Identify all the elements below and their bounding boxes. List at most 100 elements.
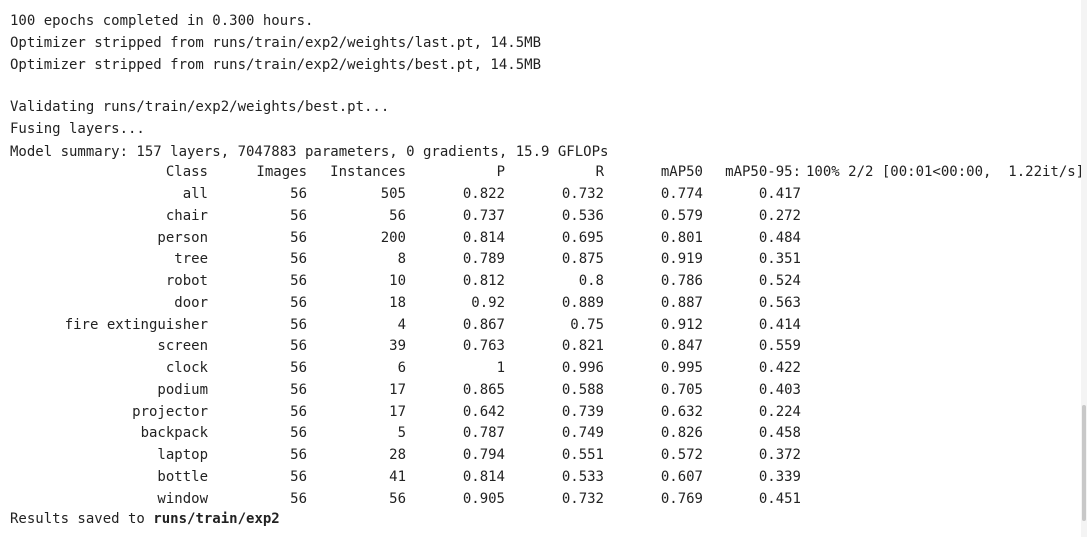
cell-images: 56 bbox=[290, 273, 307, 289]
cell-instances: 56 bbox=[389, 207, 406, 224]
cell-images: 56 bbox=[290, 186, 307, 202]
cell-map50: 0.912 bbox=[660, 316, 703, 333]
log-model-summary: Model summary: 157 layers, 7047883 param… bbox=[10, 144, 609, 160]
cell-instances: 505 bbox=[380, 186, 406, 202]
cell-r: 0.749 bbox=[561, 425, 604, 442]
cell-class: tree bbox=[174, 251, 208, 268]
header-instances: Instances bbox=[330, 164, 406, 180]
log-stripped-best: Optimizer stripped from runs/train/exp2/… bbox=[10, 57, 542, 73]
cell-r: 0.551 bbox=[561, 447, 604, 463]
results-path: runs/train/exp2 bbox=[153, 511, 280, 527]
results-line: Results saved to runs/train/exp2 bbox=[10, 509, 280, 529]
cell-map50: 0.774 bbox=[660, 186, 703, 202]
cell-images: 56 bbox=[290, 468, 307, 485]
table-row: laptop 56 28 0.794 0.551 0.572 0.372 bbox=[0, 445, 1087, 465]
cell-images: 56 bbox=[290, 490, 307, 507]
cell-map50: 0.919 bbox=[660, 251, 703, 268]
cell-class: robot bbox=[165, 273, 208, 289]
cell-p: 0.905 bbox=[462, 490, 505, 507]
cell-p: 0.789 bbox=[462, 251, 505, 268]
cell-p: 0.812 bbox=[462, 273, 505, 289]
cell-class: screen bbox=[157, 338, 208, 355]
cell-class: podium bbox=[157, 381, 208, 398]
cell-map50-95: 0.458 bbox=[758, 425, 801, 442]
cell-instances: 56 bbox=[389, 490, 406, 507]
cell-map50: 0.705 bbox=[660, 381, 703, 398]
cell-instances: 17 bbox=[389, 381, 406, 398]
cell-images: 56 bbox=[290, 251, 307, 268]
cell-class: window bbox=[157, 490, 208, 507]
table-row: clock 56 6 1 0.996 0.995 0.422 bbox=[0, 358, 1087, 378]
cell-images: 56 bbox=[290, 229, 307, 246]
header-r: R bbox=[595, 164, 604, 180]
cell-r: 0.732 bbox=[561, 186, 604, 202]
cell-instances: 17 bbox=[389, 403, 406, 420]
cell-r: 0.533 bbox=[561, 468, 604, 485]
cell-instances: 41 bbox=[389, 468, 406, 485]
cell-p: 0.794 bbox=[462, 447, 505, 463]
log-epochs-line: 100 epochs completed in 0.300 hours. bbox=[10, 13, 314, 29]
cell-class: chair bbox=[165, 207, 208, 224]
cell-map50: 0.887 bbox=[660, 294, 703, 311]
cell-images: 56 bbox=[290, 294, 307, 311]
cell-map50: 0.572 bbox=[660, 447, 703, 463]
cell-instances: 10 bbox=[389, 273, 406, 289]
table-row: person 56 200 0.814 0.695 0.801 0.484 bbox=[0, 228, 1087, 248]
cell-class: backpack bbox=[140, 425, 208, 442]
scrollbar-thumb[interactable] bbox=[1082, 405, 1086, 521]
cell-class: door bbox=[174, 294, 208, 311]
cell-r: 0.695 bbox=[561, 229, 604, 246]
cell-p: 0.763 bbox=[462, 338, 505, 355]
cell-map50-95: 0.417 bbox=[758, 186, 801, 202]
cell-map50-95: 0.484 bbox=[758, 229, 801, 246]
cell-images: 56 bbox=[290, 316, 307, 333]
log-stripped-last: Optimizer stripped from runs/train/exp2/… bbox=[10, 35, 542, 51]
cell-p: 0.92 bbox=[471, 294, 505, 311]
table-row: tree 56 8 0.789 0.875 0.919 0.351 bbox=[0, 249, 1087, 269]
cell-map50-95: 0.372 bbox=[758, 447, 801, 463]
cell-map50-95: 0.339 bbox=[758, 468, 801, 485]
cell-instances: 39 bbox=[389, 338, 406, 355]
cell-map50: 0.786 bbox=[660, 273, 703, 289]
cell-r: 0.732 bbox=[561, 490, 604, 507]
cell-r: 0.996 bbox=[561, 360, 604, 376]
cell-images: 56 bbox=[290, 381, 307, 398]
cell-map50: 0.995 bbox=[660, 360, 703, 376]
cell-r: 0.8 bbox=[578, 273, 604, 289]
cell-map50: 0.769 bbox=[660, 490, 703, 507]
log-validating: Validating runs/train/exp2/weights/best.… bbox=[10, 99, 390, 115]
table-row: podium 56 17 0.865 0.588 0.705 0.403 bbox=[0, 380, 1087, 400]
cell-instances: 6 bbox=[397, 360, 406, 376]
cell-p: 0.787 bbox=[462, 425, 505, 442]
cell-p: 0.737 bbox=[462, 207, 505, 224]
cell-r: 0.821 bbox=[561, 338, 604, 355]
cell-instances: 8 bbox=[397, 251, 406, 268]
cell-instances: 200 bbox=[380, 229, 406, 246]
cell-class: person bbox=[157, 229, 208, 246]
table-row: bottle 56 41 0.814 0.533 0.607 0.339 bbox=[0, 467, 1087, 487]
cell-map50: 0.826 bbox=[660, 425, 703, 442]
cell-instances: 28 bbox=[389, 447, 406, 463]
cell-p: 0.867 bbox=[462, 316, 505, 333]
cell-r: 0.739 bbox=[561, 403, 604, 420]
cell-p: 0.814 bbox=[462, 229, 505, 246]
cell-r: 0.536 bbox=[561, 207, 604, 224]
cell-instances: 4 bbox=[397, 316, 406, 333]
results-prefix: Results saved to bbox=[10, 511, 154, 527]
table-header-row: Class Images Instances P R mAP50 mAP50-9… bbox=[0, 162, 1087, 182]
cell-map50-95: 0.451 bbox=[758, 490, 801, 507]
cell-images: 56 bbox=[290, 338, 307, 355]
cell-map50-95: 0.563 bbox=[758, 294, 801, 311]
cell-p: 0.865 bbox=[462, 381, 505, 398]
cell-map50: 0.801 bbox=[660, 229, 703, 246]
cell-map50-95: 0.524 bbox=[758, 273, 801, 289]
cell-images: 56 bbox=[290, 403, 307, 420]
cell-map50-95: 0.422 bbox=[758, 360, 801, 376]
cell-map50-95: 0.351 bbox=[758, 251, 801, 268]
cell-class: laptop bbox=[157, 447, 208, 463]
cell-images: 56 bbox=[290, 207, 307, 224]
table-row: fire extinguisher 56 4 0.867 0.75 0.912 0.414 bbox=[0, 315, 1087, 335]
scrollbar-track[interactable] bbox=[1081, 0, 1087, 537]
cell-map50: 0.607 bbox=[660, 468, 703, 485]
